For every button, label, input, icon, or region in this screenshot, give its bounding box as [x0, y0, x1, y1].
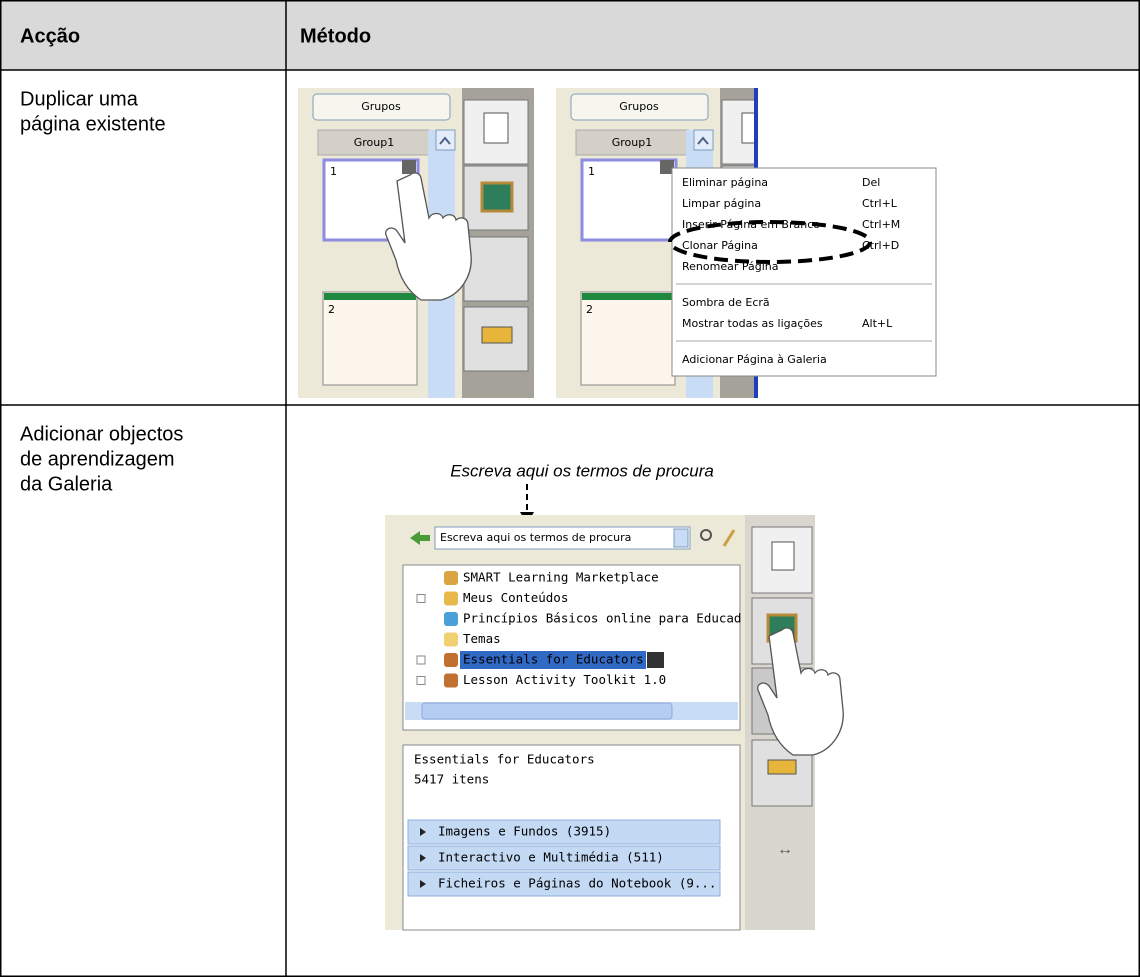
menu-item: Limpar página: [682, 197, 761, 210]
collection-count: 5417 itens: [414, 772, 489, 787]
tree-icon: [444, 632, 458, 647]
button-label: Grupos: [619, 100, 659, 113]
tree-item: Essentials for Educators: [463, 652, 644, 667]
header-cell: Método: [300, 25, 371, 47]
selection: [460, 651, 646, 669]
category-item: Interactivo e Multimédia (511): [438, 850, 664, 865]
gallery-panel: Escreva aqui os termos de procura SMART L…: [385, 515, 844, 931]
category-item: Imagens e Fundos (3915): [438, 824, 611, 839]
page-title-bar: [582, 293, 674, 300]
expander: [416, 594, 426, 603]
expander: [416, 676, 426, 685]
scroll-arrow: [697, 136, 709, 145]
action-text: Duplicar uma: [20, 88, 139, 110]
page-number: 2: [328, 303, 335, 316]
tree-icon: [444, 653, 458, 667]
page-icon: [771, 541, 795, 571]
category-arrow: [420, 880, 426, 888]
category-bar: [407, 845, 721, 871]
scroll-arrow: [439, 136, 451, 145]
header-row: [0, 0, 1140, 70]
category-arrow: [420, 854, 426, 862]
tree-item: Temas: [463, 631, 501, 646]
back-arrow: [410, 531, 430, 545]
search-icon: [700, 529, 712, 541]
action-text: da Galeria: [20, 473, 113, 495]
header-cell: Acção: [20, 25, 80, 47]
collection-title: Essentials for Educators: [414, 752, 595, 767]
menu-item: Renomear Página: [682, 260, 779, 273]
action-text: página existente: [20, 113, 166, 135]
settings-icon: [722, 529, 736, 547]
tree-item: Princípios Básicos online para Educad: [463, 611, 741, 626]
menu-item: Inserir Página em Branco: [682, 218, 820, 231]
hand-pointer: [385, 172, 472, 301]
page-title-bar: [324, 293, 416, 300]
menu-shortcut: Del: [862, 176, 880, 189]
tree-dropdown: [647, 652, 664, 668]
tree-item: Meus Conteúdos: [463, 590, 568, 605]
category-item: Ficheiros e Páginas do Notebook (9...: [438, 876, 716, 891]
tree-item: SMART Learning Marketplace: [463, 570, 659, 585]
screenshot: Grupos Group1 1 2 Eliminar página Del Limpar p…: [556, 88, 937, 398]
search-dropdown: [673, 528, 689, 548]
category-arrow: [420, 828, 426, 836]
hand-pointer: [757, 627, 844, 756]
tree-icon: [444, 591, 458, 606]
menu-item: Adicionar Página à Galeria: [682, 353, 827, 366]
page-number: 2: [586, 303, 593, 316]
tree-icon: [444, 673, 458, 688]
menu-item: Clonar Página: [682, 239, 758, 252]
menu-item: Sombra de Ecrã: [682, 296, 770, 309]
expander: [416, 655, 426, 665]
tree-item: Lesson Activity Toolkit 1.0: [463, 672, 666, 687]
button-label: Grupos: [361, 100, 401, 113]
page-icon: [483, 112, 509, 144]
gallery-icon: [480, 181, 514, 213]
menu-shortcut: Ctrl+M: [862, 218, 900, 231]
menu-shortcut: Alt+L: [862, 317, 893, 330]
page-thumb: [322, 291, 418, 386]
group-label-box: [575, 129, 689, 156]
page-dropdown: [402, 160, 416, 174]
page-number: 1: [330, 165, 337, 178]
tab: [463, 236, 529, 302]
menu-item: Mostrar todas as ligações: [682, 317, 823, 330]
page-dropdown: [660, 160, 674, 174]
group-label: Group1: [354, 136, 395, 149]
group-label: Group1: [612, 136, 653, 149]
category-bar: [407, 871, 721, 897]
resize-icon: ↔: [777, 841, 793, 858]
screenshot: Grupos Group1 1 2: [298, 88, 534, 398]
category-bar: [407, 819, 721, 845]
props-icon: [481, 326, 513, 344]
props-icon: [767, 759, 797, 775]
tree-icon: [444, 571, 458, 585]
caption: Escreva aqui os termos de procura: [450, 461, 714, 480]
menu-shortcut: Ctrl+L: [862, 197, 898, 210]
button: [570, 93, 709, 121]
button: [312, 93, 451, 121]
action-text: Adicionar objectos: [20, 423, 183, 445]
tree-icon: [444, 612, 458, 626]
search-placeholder: Escreva aqui os termos de procura: [440, 531, 631, 544]
page-thumb: [580, 291, 676, 386]
highlight-ellipse: [668, 220, 872, 264]
action-text: de aprendizagem: [20, 448, 175, 470]
menu-item: Eliminar página: [682, 176, 768, 189]
h-scroll-thumb: [421, 702, 673, 720]
page-number: 1: [588, 165, 595, 178]
search-box: [434, 526, 691, 550]
